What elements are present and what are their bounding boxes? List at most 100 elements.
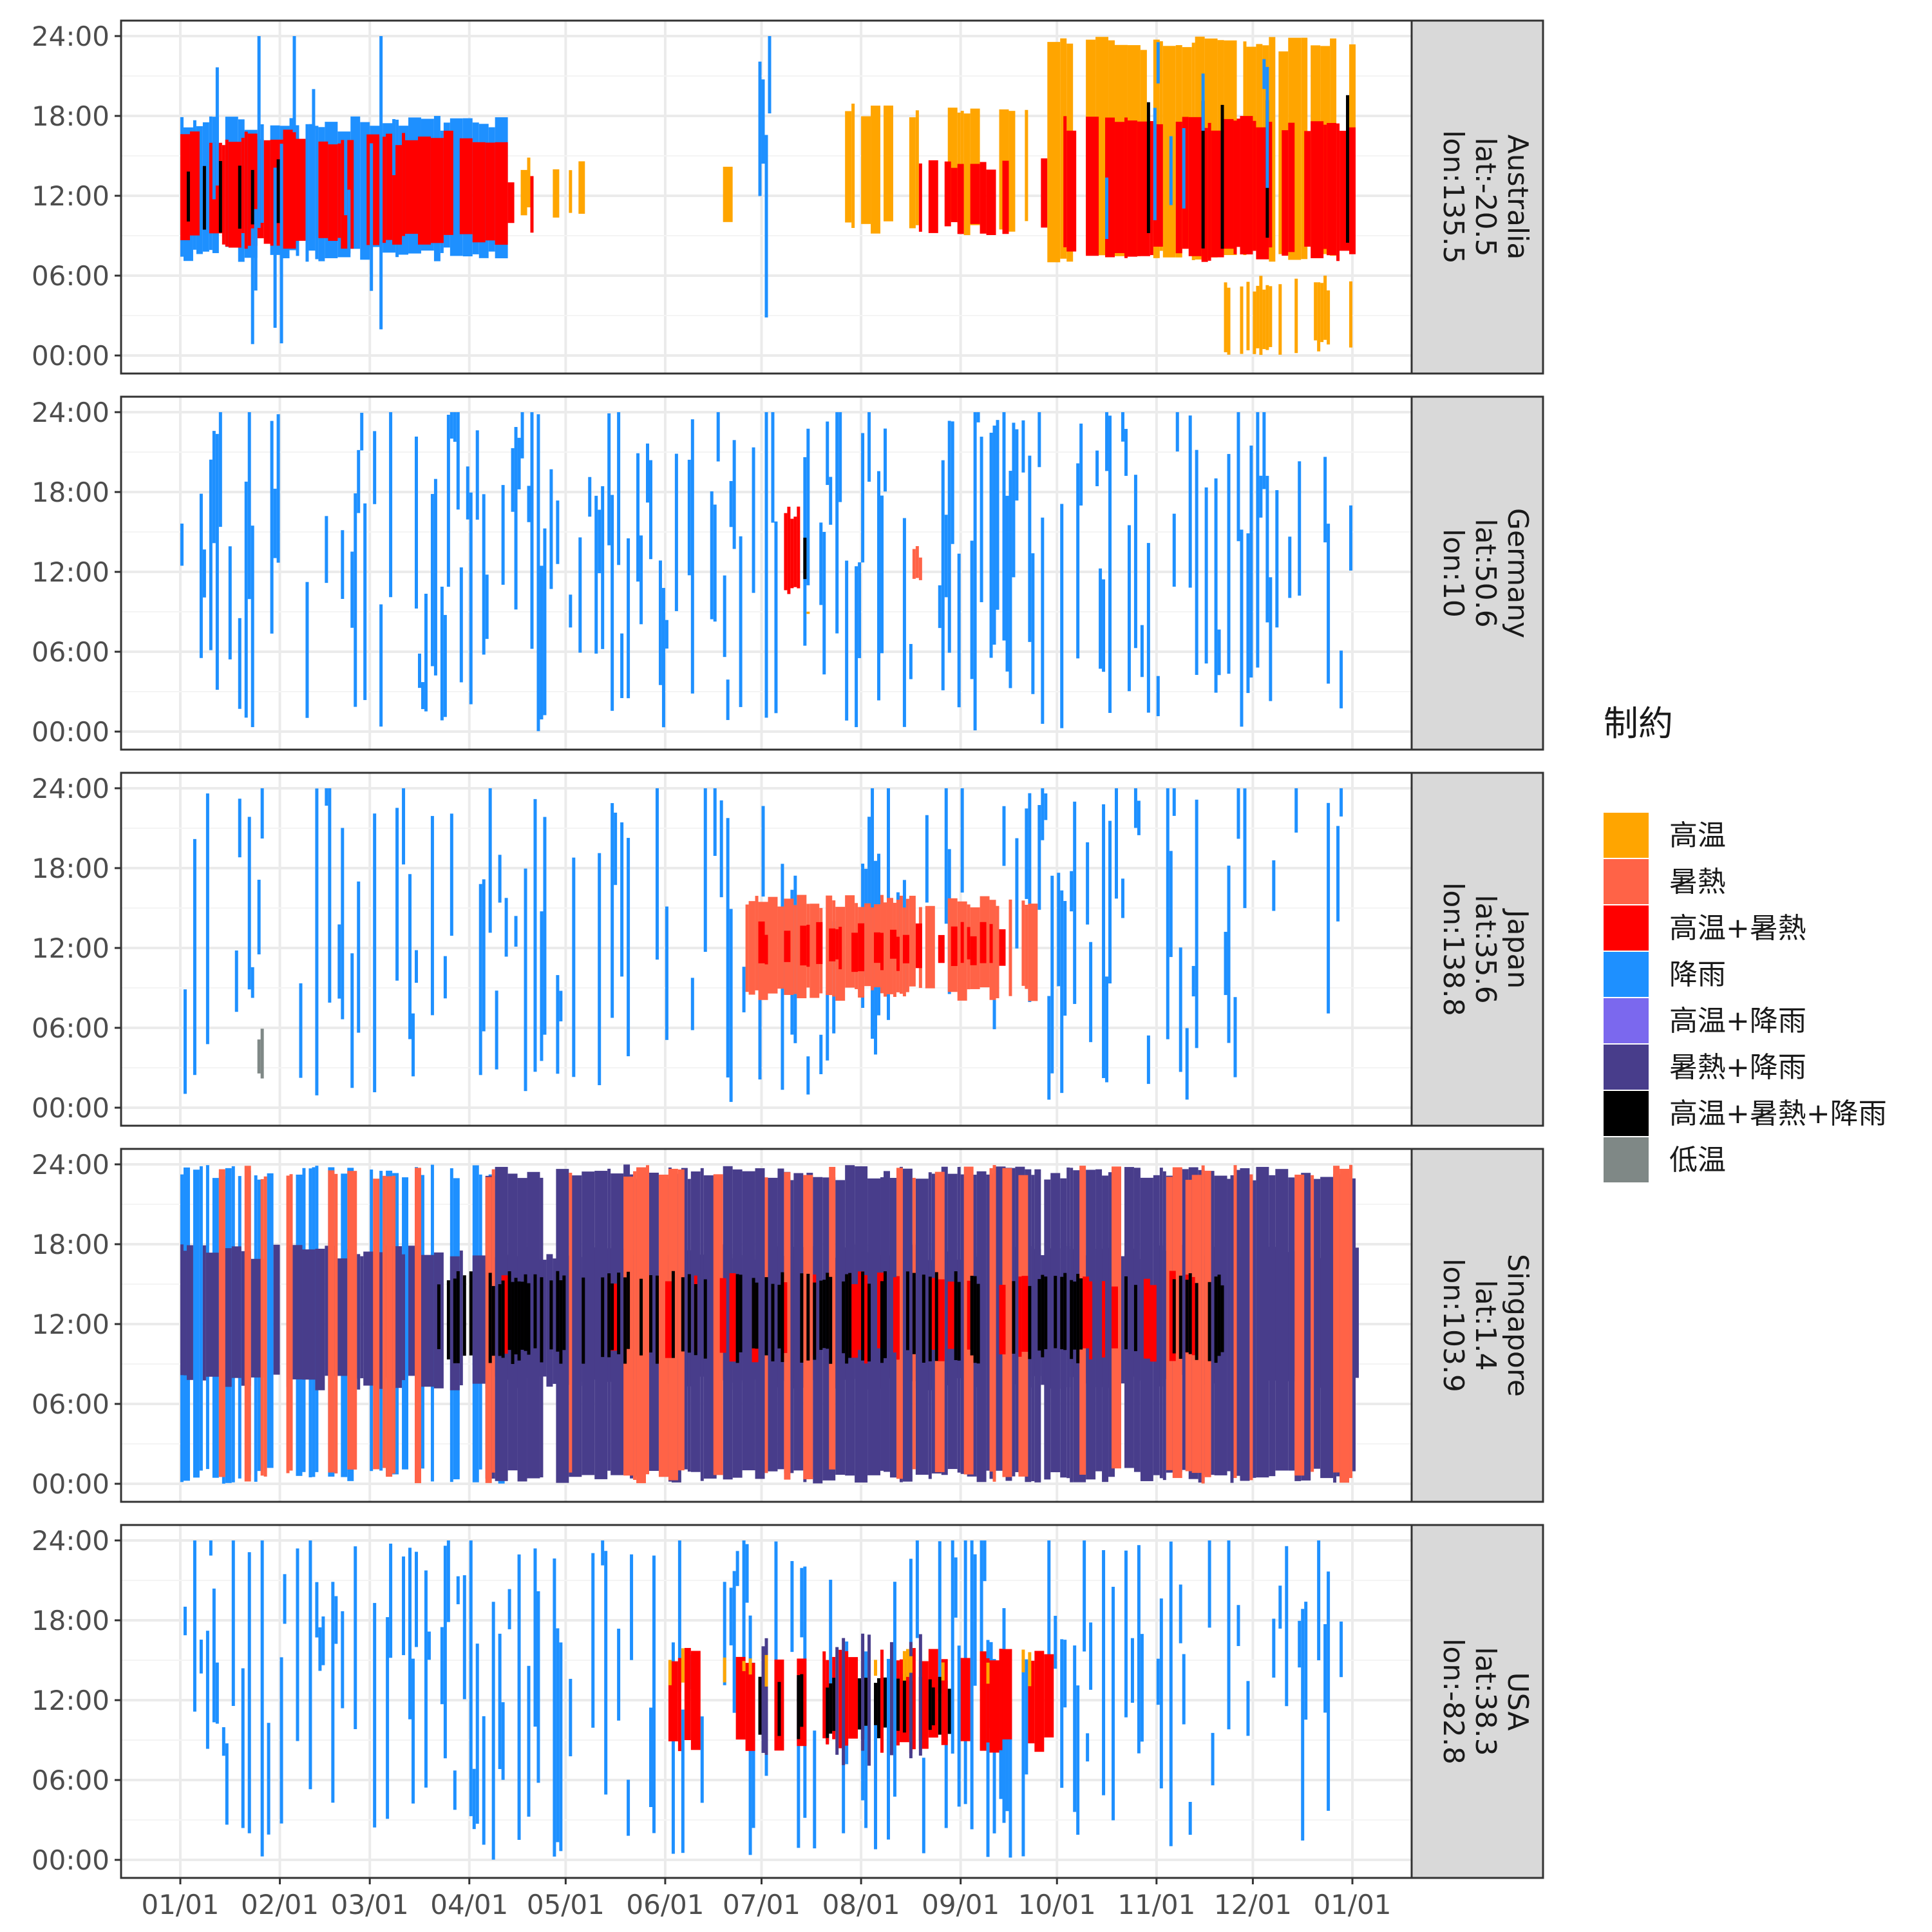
facet-strip: [1410, 19, 1544, 375]
tile-cell: [540, 565, 544, 720]
tile-cell: [838, 412, 842, 502]
tile-cell: [1095, 450, 1099, 486]
x-tick-label: 06/01: [626, 1889, 704, 1920]
tile-cell: [1169, 851, 1173, 958]
tile-cell: [507, 1589, 511, 1629]
panel-singapore: 00:00 06:00 12:00 18:00 24:00 Singaporelat:1.…: [32, 1148, 1544, 1503]
tile-cell: [305, 124, 309, 262]
tile-cell: [238, 799, 242, 858]
tile-cell: [752, 1278, 755, 1349]
tile-cell: [764, 135, 768, 317]
tile-cell: [877, 1678, 881, 1739]
tile-cell: [273, 167, 277, 328]
tile-cell: [970, 164, 980, 224]
tile-cell: [1227, 287, 1231, 355]
strip-label-line: lat:1.4: [1469, 1280, 1502, 1370]
tile-cell: [790, 1180, 794, 1473]
tile-cell: [450, 412, 453, 439]
tile-cell: [421, 682, 424, 710]
legend-label: 暑熱+降雨: [1669, 1051, 1806, 1084]
tile-cell: [1188, 415, 1192, 588]
tile-cell: [286, 1175, 290, 1473]
x-tick-label: 02/01: [241, 1889, 319, 1920]
tile-cell: [1256, 412, 1260, 668]
tile-cell: [344, 140, 348, 216]
tile-cell: [395, 808, 399, 981]
tile-cell: [764, 1654, 768, 1687]
tile-cell: [495, 990, 498, 1070]
tile-cell: [212, 1588, 216, 1723]
tile-cell: [761, 1646, 765, 1753]
tile-cell: [283, 1574, 287, 1624]
tile-cell: [1050, 875, 1054, 1074]
tile-cell: [1191, 965, 1195, 997]
tile-cell: [922, 1757, 925, 1853]
tile-cell: [877, 471, 881, 701]
tile-cell: [1349, 1164, 1352, 1479]
tile-cell: [909, 1558, 913, 1715]
tile-cell: [1002, 160, 1009, 234]
tile-cell: [1150, 121, 1153, 256]
tile-cell: [790, 1560, 794, 1653]
tile-cell: [1323, 124, 1327, 249]
tile-cell: [677, 1540, 681, 1692]
tile-cell: [1166, 788, 1170, 1039]
tile-cell: [498, 1633, 502, 1769]
y-tick-label: 06:00: [32, 1012, 109, 1044]
tile-cell: [951, 1540, 954, 1754]
tile-cell: [347, 1171, 357, 1470]
tile-cell: [607, 413, 611, 545]
tile-cell: [944, 1680, 948, 1828]
tile-cell: [902, 1651, 906, 1681]
tile-cell: [533, 1274, 537, 1349]
tile-cell: [627, 838, 630, 1057]
tile-cell: [735, 1656, 746, 1740]
tile-cell: [1086, 1733, 1090, 1762]
tile-cell: [1249, 1174, 1253, 1481]
tile-cell: [263, 140, 270, 244]
tile-cell: [1246, 281, 1250, 350]
tile-cell: [1185, 1028, 1189, 1100]
tile-cell: [957, 164, 964, 234]
tile-cell: [485, 574, 489, 639]
tile-cell: [803, 537, 807, 580]
tile-cell: [938, 585, 942, 629]
strip-label-line: lon:103.9: [1437, 1258, 1470, 1392]
tile-cell: [800, 1674, 804, 1727]
tile-cell: [273, 1244, 280, 1375]
tile-cell: [925, 815, 929, 903]
tile-cell: [415, 1551, 418, 1647]
tile-cell: [1169, 1541, 1173, 1846]
tile-cell: [806, 428, 810, 585]
tile-cell: [202, 166, 206, 230]
tile-cell: [902, 1674, 906, 1733]
tile-cell: [263, 1176, 267, 1477]
tile-cell: [501, 1280, 505, 1358]
tile-cell: [957, 1282, 961, 1361]
tile-cell: [354, 493, 357, 707]
tile-cell: [1015, 838, 1019, 949]
tile-cell: [360, 412, 364, 451]
tile-cell: [784, 931, 791, 962]
tile-cell: [1288, 536, 1292, 598]
y-tick-label: 00:00: [32, 1468, 109, 1500]
tile-cell: [896, 1678, 900, 1731]
tile-cell: [591, 1553, 595, 1728]
y-tick-label: 24:00: [32, 773, 109, 804]
tile-cell: [742, 1540, 746, 1713]
tile-cell: [918, 1634, 922, 1756]
tile-cell: [251, 169, 254, 225]
tile-cell: [684, 1647, 691, 1740]
tile-cell: [437, 1284, 440, 1349]
tile-cell: [402, 788, 406, 865]
tile-cell: [520, 412, 524, 459]
tile-cell: [433, 478, 437, 676]
legend-title: 制約: [1604, 703, 1673, 744]
tile-cell: [251, 228, 254, 345]
tile-cell: [244, 131, 248, 249]
tile-cell: [893, 1277, 896, 1353]
tile-cell: [331, 1582, 335, 1803]
tile-cell: [1034, 1651, 1045, 1752]
tile-cell: [687, 1274, 691, 1353]
tile-cell: [347, 189, 351, 254]
